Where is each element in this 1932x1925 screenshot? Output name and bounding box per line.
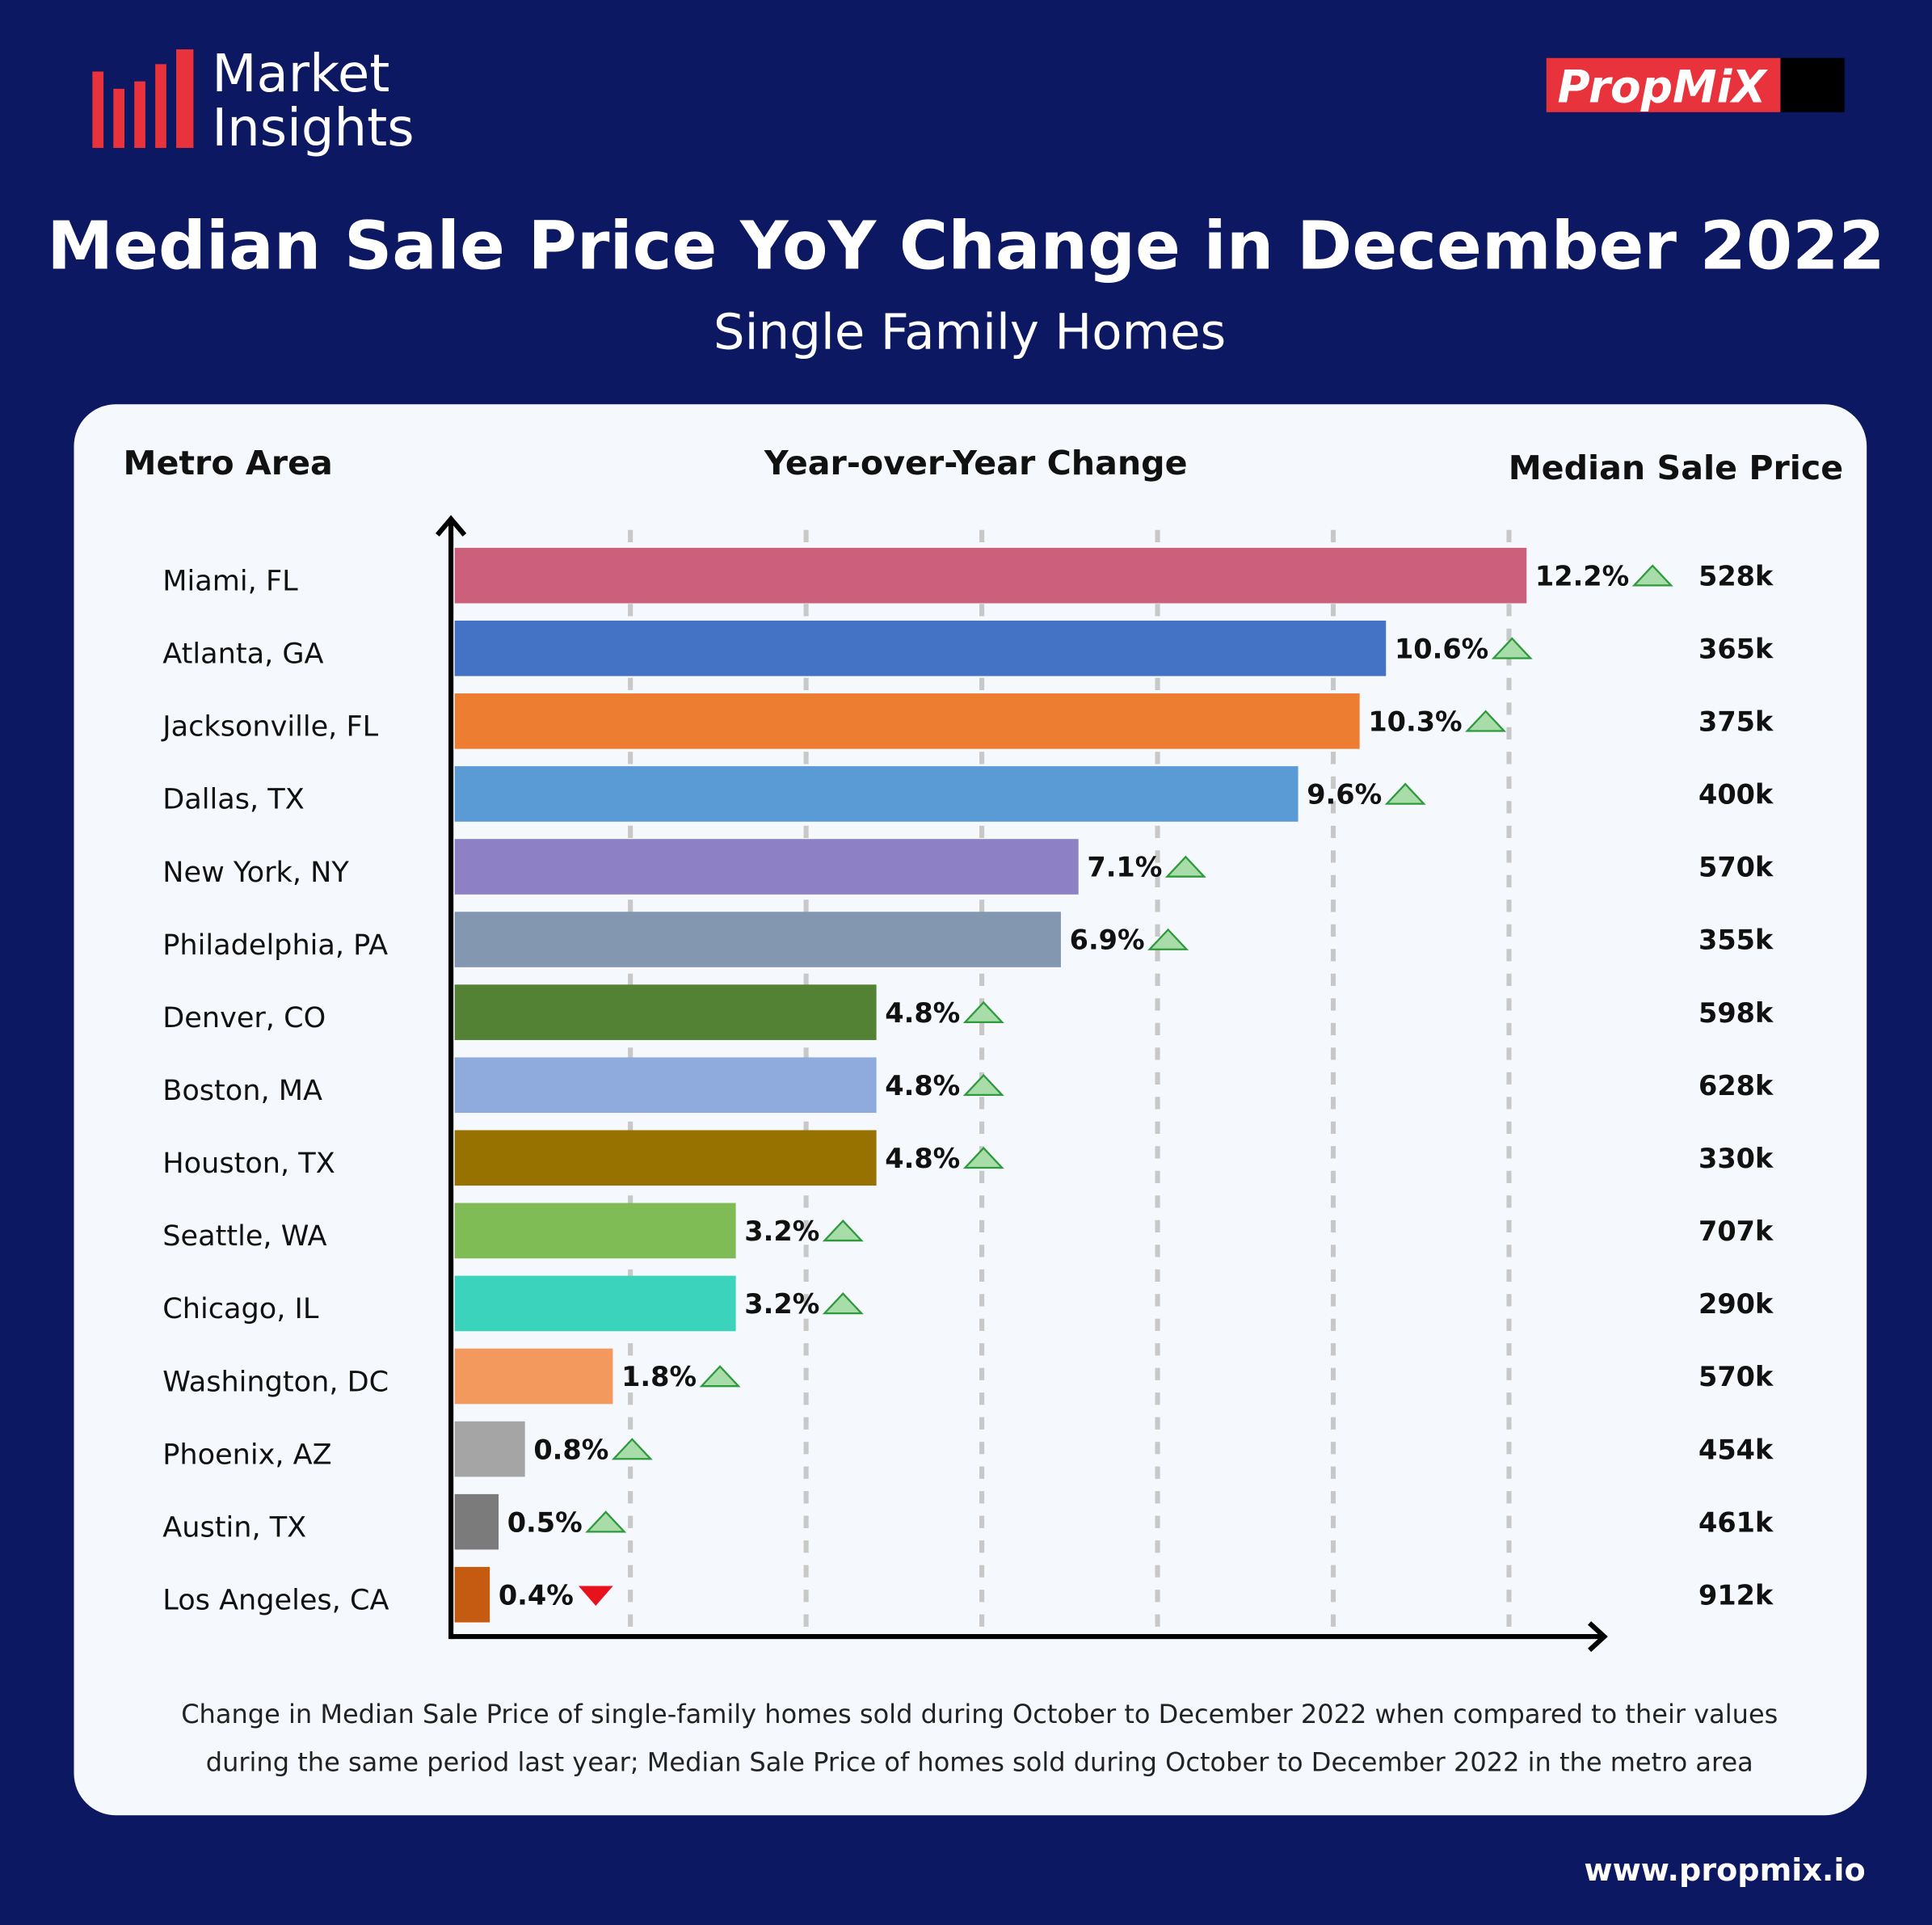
category-header: Metro Area <box>123 444 332 482</box>
category-label: Austin, TX <box>162 1510 306 1544</box>
value-label: 10.6% <box>1395 633 1488 664</box>
arrow-up <box>822 1292 864 1315</box>
arrow-up <box>1491 637 1533 659</box>
arrow-up <box>699 1365 741 1388</box>
price-label: 570k <box>1698 1361 1774 1392</box>
category-label: Miami, FL <box>162 564 298 597</box>
category-label: Boston, MA <box>162 1074 322 1107</box>
arrow-up <box>611 1438 653 1460</box>
price-label: 330k <box>1698 1143 1774 1174</box>
value-label: 6.9% <box>1070 925 1145 956</box>
arrow-up <box>1147 928 1189 950</box>
bar <box>454 620 1387 676</box>
price-label: 570k <box>1698 852 1774 883</box>
price-label: 355k <box>1698 925 1774 956</box>
category-label: Phoenix, AZ <box>162 1438 331 1471</box>
value-label: 7.1% <box>1087 852 1162 883</box>
category-label: Atlanta, GA <box>162 638 323 671</box>
category-label: New York, NY <box>162 856 349 889</box>
price-label: 912k <box>1698 1579 1774 1611</box>
category-label: Houston, TX <box>162 1147 335 1180</box>
category-label: Dallas, TX <box>162 783 304 816</box>
arrow-up <box>822 1219 864 1242</box>
price-label: 375k <box>1698 706 1774 738</box>
price-label: 461k <box>1698 1506 1774 1538</box>
value-label: 0.5% <box>507 1506 583 1538</box>
value-label: 0.4% <box>499 1579 574 1611</box>
bar <box>454 1057 877 1114</box>
category-label: Seattle, WA <box>162 1219 326 1253</box>
arrow-up <box>1465 710 1507 732</box>
value-label: 4.8% <box>885 1143 960 1174</box>
price-header: Median Sale Price <box>1509 449 1843 487</box>
arrow-up <box>962 1073 1004 1097</box>
value-label: 1.8% <box>621 1361 697 1392</box>
bar <box>454 984 877 1040</box>
brand-left: Market <box>212 44 389 104</box>
bar <box>454 839 1079 895</box>
footnote: during the same period last year; Median… <box>206 1746 1753 1777</box>
category-label: Denver, CO <box>162 1001 326 1034</box>
x-axis-label: Year-over-Year Change <box>764 444 1188 482</box>
arrow-up <box>585 1510 627 1533</box>
category-label: Washington, DC <box>162 1365 389 1398</box>
bar <box>454 1275 736 1332</box>
value-label: 12.2% <box>1535 560 1629 592</box>
logo-bars <box>92 49 194 149</box>
value-label: 10.3% <box>1368 706 1462 738</box>
bar <box>454 693 1360 749</box>
price-label: 528k <box>1698 560 1774 592</box>
bar <box>454 547 1527 604</box>
chart-title: Median Sale Price YoY Change in December… <box>47 208 1885 284</box>
brand-right: PropMiX <box>1557 61 1768 113</box>
y-axis <box>436 515 467 1640</box>
footnote: Change in Median Sale Price of single-fa… <box>181 1699 1778 1729</box>
arrow-up <box>1164 855 1206 878</box>
value-label: 9.6% <box>1307 779 1382 811</box>
value-label: 4.8% <box>885 997 960 1029</box>
price-label: 290k <box>1698 1288 1774 1320</box>
chart-subtitle: Single Family Homes <box>713 304 1226 361</box>
bar <box>454 1566 490 1623</box>
website: www.propmix.io <box>1584 1852 1865 1888</box>
category-label: Chicago, IL <box>162 1292 319 1325</box>
x-axis <box>451 1621 1608 1653</box>
price-label: 365k <box>1698 633 1774 664</box>
value-label: 3.2% <box>744 1215 819 1247</box>
arrow-down <box>578 1586 613 1606</box>
bar <box>454 1130 877 1186</box>
category-label: Los Angeles, CA <box>162 1584 389 1617</box>
category-label: Jacksonville, FL <box>161 710 378 743</box>
arrow-up <box>1384 782 1426 805</box>
category-label: Philadelphia, PA <box>162 929 388 962</box>
bar <box>454 1203 736 1259</box>
bar <box>454 1493 499 1550</box>
brand-left: Insights <box>212 99 414 158</box>
bar <box>454 766 1299 822</box>
arrow-up <box>1631 564 1673 587</box>
price-label: 707k <box>1698 1215 1774 1247</box>
arrow-up <box>962 1146 1004 1169</box>
brand-box <box>1546 57 1781 112</box>
price-label: 598k <box>1698 997 1774 1029</box>
bar <box>454 1421 525 1477</box>
value-label: 4.8% <box>885 1070 960 1102</box>
bar <box>454 1348 613 1405</box>
value-label: 3.2% <box>744 1288 819 1320</box>
bar <box>454 912 1061 967</box>
arrow-up <box>962 1000 1004 1023</box>
price-label: 454k <box>1698 1434 1774 1465</box>
plot: Miami, FL 12.2% 528k Atlanta, GA 10.6% 365k Ja… <box>161 515 1774 1653</box>
price-label: 628k <box>1698 1070 1774 1102</box>
price-label: 400k <box>1698 779 1774 811</box>
value-label: 0.8% <box>533 1434 608 1465</box>
